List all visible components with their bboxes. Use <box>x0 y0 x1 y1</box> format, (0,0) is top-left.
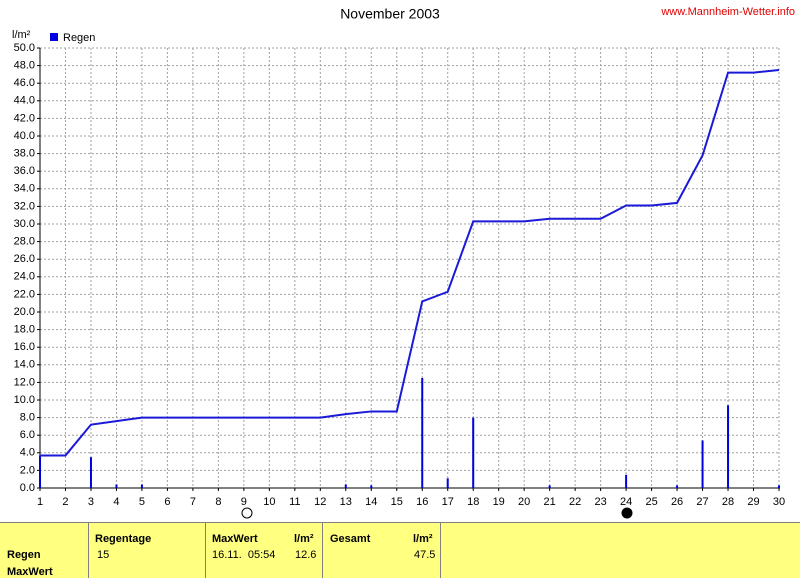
y-tick-label: 40.0 <box>14 130 35 142</box>
x-tick-label: 15 <box>391 496 403 508</box>
x-tick-label: 3 <box>88 496 94 508</box>
y-tick-label: 32.0 <box>14 200 35 212</box>
header: Gesamt <box>330 533 371 545</box>
legend-label: Regen <box>63 32 95 44</box>
bar <box>548 485 551 488</box>
x-tick-label: 26 <box>671 496 683 508</box>
y-tick-label: 28.0 <box>14 236 35 248</box>
y-tick-label: 22.0 <box>14 288 35 300</box>
line <box>40 69 780 457</box>
y-tick-label: 14.0 <box>14 359 35 371</box>
x-tick-label: 27 <box>696 496 708 508</box>
x-tick-label: 5 <box>139 496 145 508</box>
x-tick-label: 29 <box>747 496 759 508</box>
cell: 12.6 <box>295 549 317 561</box>
bar <box>472 417 475 488</box>
x-tick-label: 21 <box>544 496 556 508</box>
x-tick-label: 14 <box>365 496 377 508</box>
x-tick-label: 1 <box>37 496 43 508</box>
cell: 16.11. 05:54 <box>212 549 276 561</box>
y-tick-label: 50.0 <box>14 42 35 54</box>
x-tick-label: 6 <box>164 496 170 508</box>
moon-new <box>621 507 633 519</box>
y-tick-label: 8.0 <box>20 412 35 424</box>
y-tick-label: 0.0 <box>20 482 35 494</box>
x-tick-label: 16 <box>416 496 428 508</box>
chart-title: November 2003 <box>340 6 440 22</box>
y-tick-label: 38.0 <box>14 148 35 160</box>
x-tick-label: 28 <box>722 496 734 508</box>
x-tick-label: 24 <box>620 496 632 508</box>
bar <box>39 455 41 488</box>
bar <box>421 378 424 488</box>
bar <box>344 484 347 488</box>
x-tick-label: 11 <box>289 496 300 508</box>
x-tick-label: 8 <box>215 496 221 508</box>
x-tick-label: 17 <box>442 496 454 508</box>
source: www.Mannheim-Wetter.info <box>660 6 795 18</box>
x-tick-label: 23 <box>594 496 606 508</box>
y-tick-label: 30.0 <box>14 218 35 230</box>
header: l/m² <box>413 533 433 545</box>
x-tick-label: 9 <box>241 496 247 508</box>
bar <box>676 485 679 488</box>
x-tick-label: 7 <box>190 496 196 508</box>
y-tick-label: 4.0 <box>20 447 35 459</box>
y-tick-label: 46.0 <box>14 77 35 89</box>
x-tick-label: 2 <box>62 496 68 508</box>
chart: November 2003 www.Mannheim-Wetter.info l… <box>12 6 795 519</box>
y-tick-label: 10.0 <box>14 394 35 406</box>
y-tick-label: 18.0 <box>14 324 35 336</box>
header: MaxWert <box>212 533 258 545</box>
y-tick-label: 36.0 <box>14 165 35 177</box>
y-tick-label: 34.0 <box>14 183 35 195</box>
y-tick-label: 20.0 <box>14 306 35 318</box>
bar <box>701 440 704 488</box>
x-tick-label: 22 <box>569 496 581 508</box>
x-tick-label: 13 <box>340 496 352 508</box>
bar <box>370 485 373 488</box>
x-tick-label: 12 <box>314 496 326 508</box>
y-tick-label: 16.0 <box>14 341 35 353</box>
x-tick-label: 30 <box>773 496 785 508</box>
y-axis-label: l/m² <box>12 29 31 41</box>
y-tick-label: 2.0 <box>20 464 35 476</box>
y-tick-label: 6.0 <box>20 429 35 441</box>
bar <box>89 457 92 488</box>
y-tick-label: 48.0 <box>14 60 35 72</box>
bar <box>778 485 780 488</box>
y-tick-label: 26.0 <box>14 253 35 265</box>
bar <box>446 478 449 488</box>
bar <box>115 484 118 488</box>
x-tick-label: 25 <box>645 496 657 508</box>
y-tick-label: 24.0 <box>14 271 35 283</box>
header: l/m² <box>294 533 314 545</box>
summary-table: Regen MaxWert Regentage MaxWert l/m² Ges… <box>0 522 800 578</box>
y-tick-label: 42.0 <box>14 112 35 124</box>
bar <box>625 474 628 488</box>
cell: 15 <box>97 549 110 561</box>
x-tick-label: 18 <box>467 496 479 508</box>
x-tick-label: 10 <box>263 496 275 508</box>
row-label: Regen <box>7 549 41 561</box>
x-tick-label: 4 <box>113 496 119 508</box>
header: Regentage <box>95 533 152 545</box>
bar <box>140 484 143 488</box>
x-tick-label: 20 <box>518 496 530 508</box>
legend-swatch <box>50 33 58 41</box>
bar <box>727 405 730 488</box>
x-tick-label: 19 <box>493 496 505 508</box>
y-tick-label: 44.0 <box>14 95 35 107</box>
row-label: MaxWert <box>7 566 53 578</box>
moon-full <box>241 507 253 519</box>
y-tick-label: 12.0 <box>14 376 35 388</box>
cell: 47.5 <box>414 549 436 561</box>
